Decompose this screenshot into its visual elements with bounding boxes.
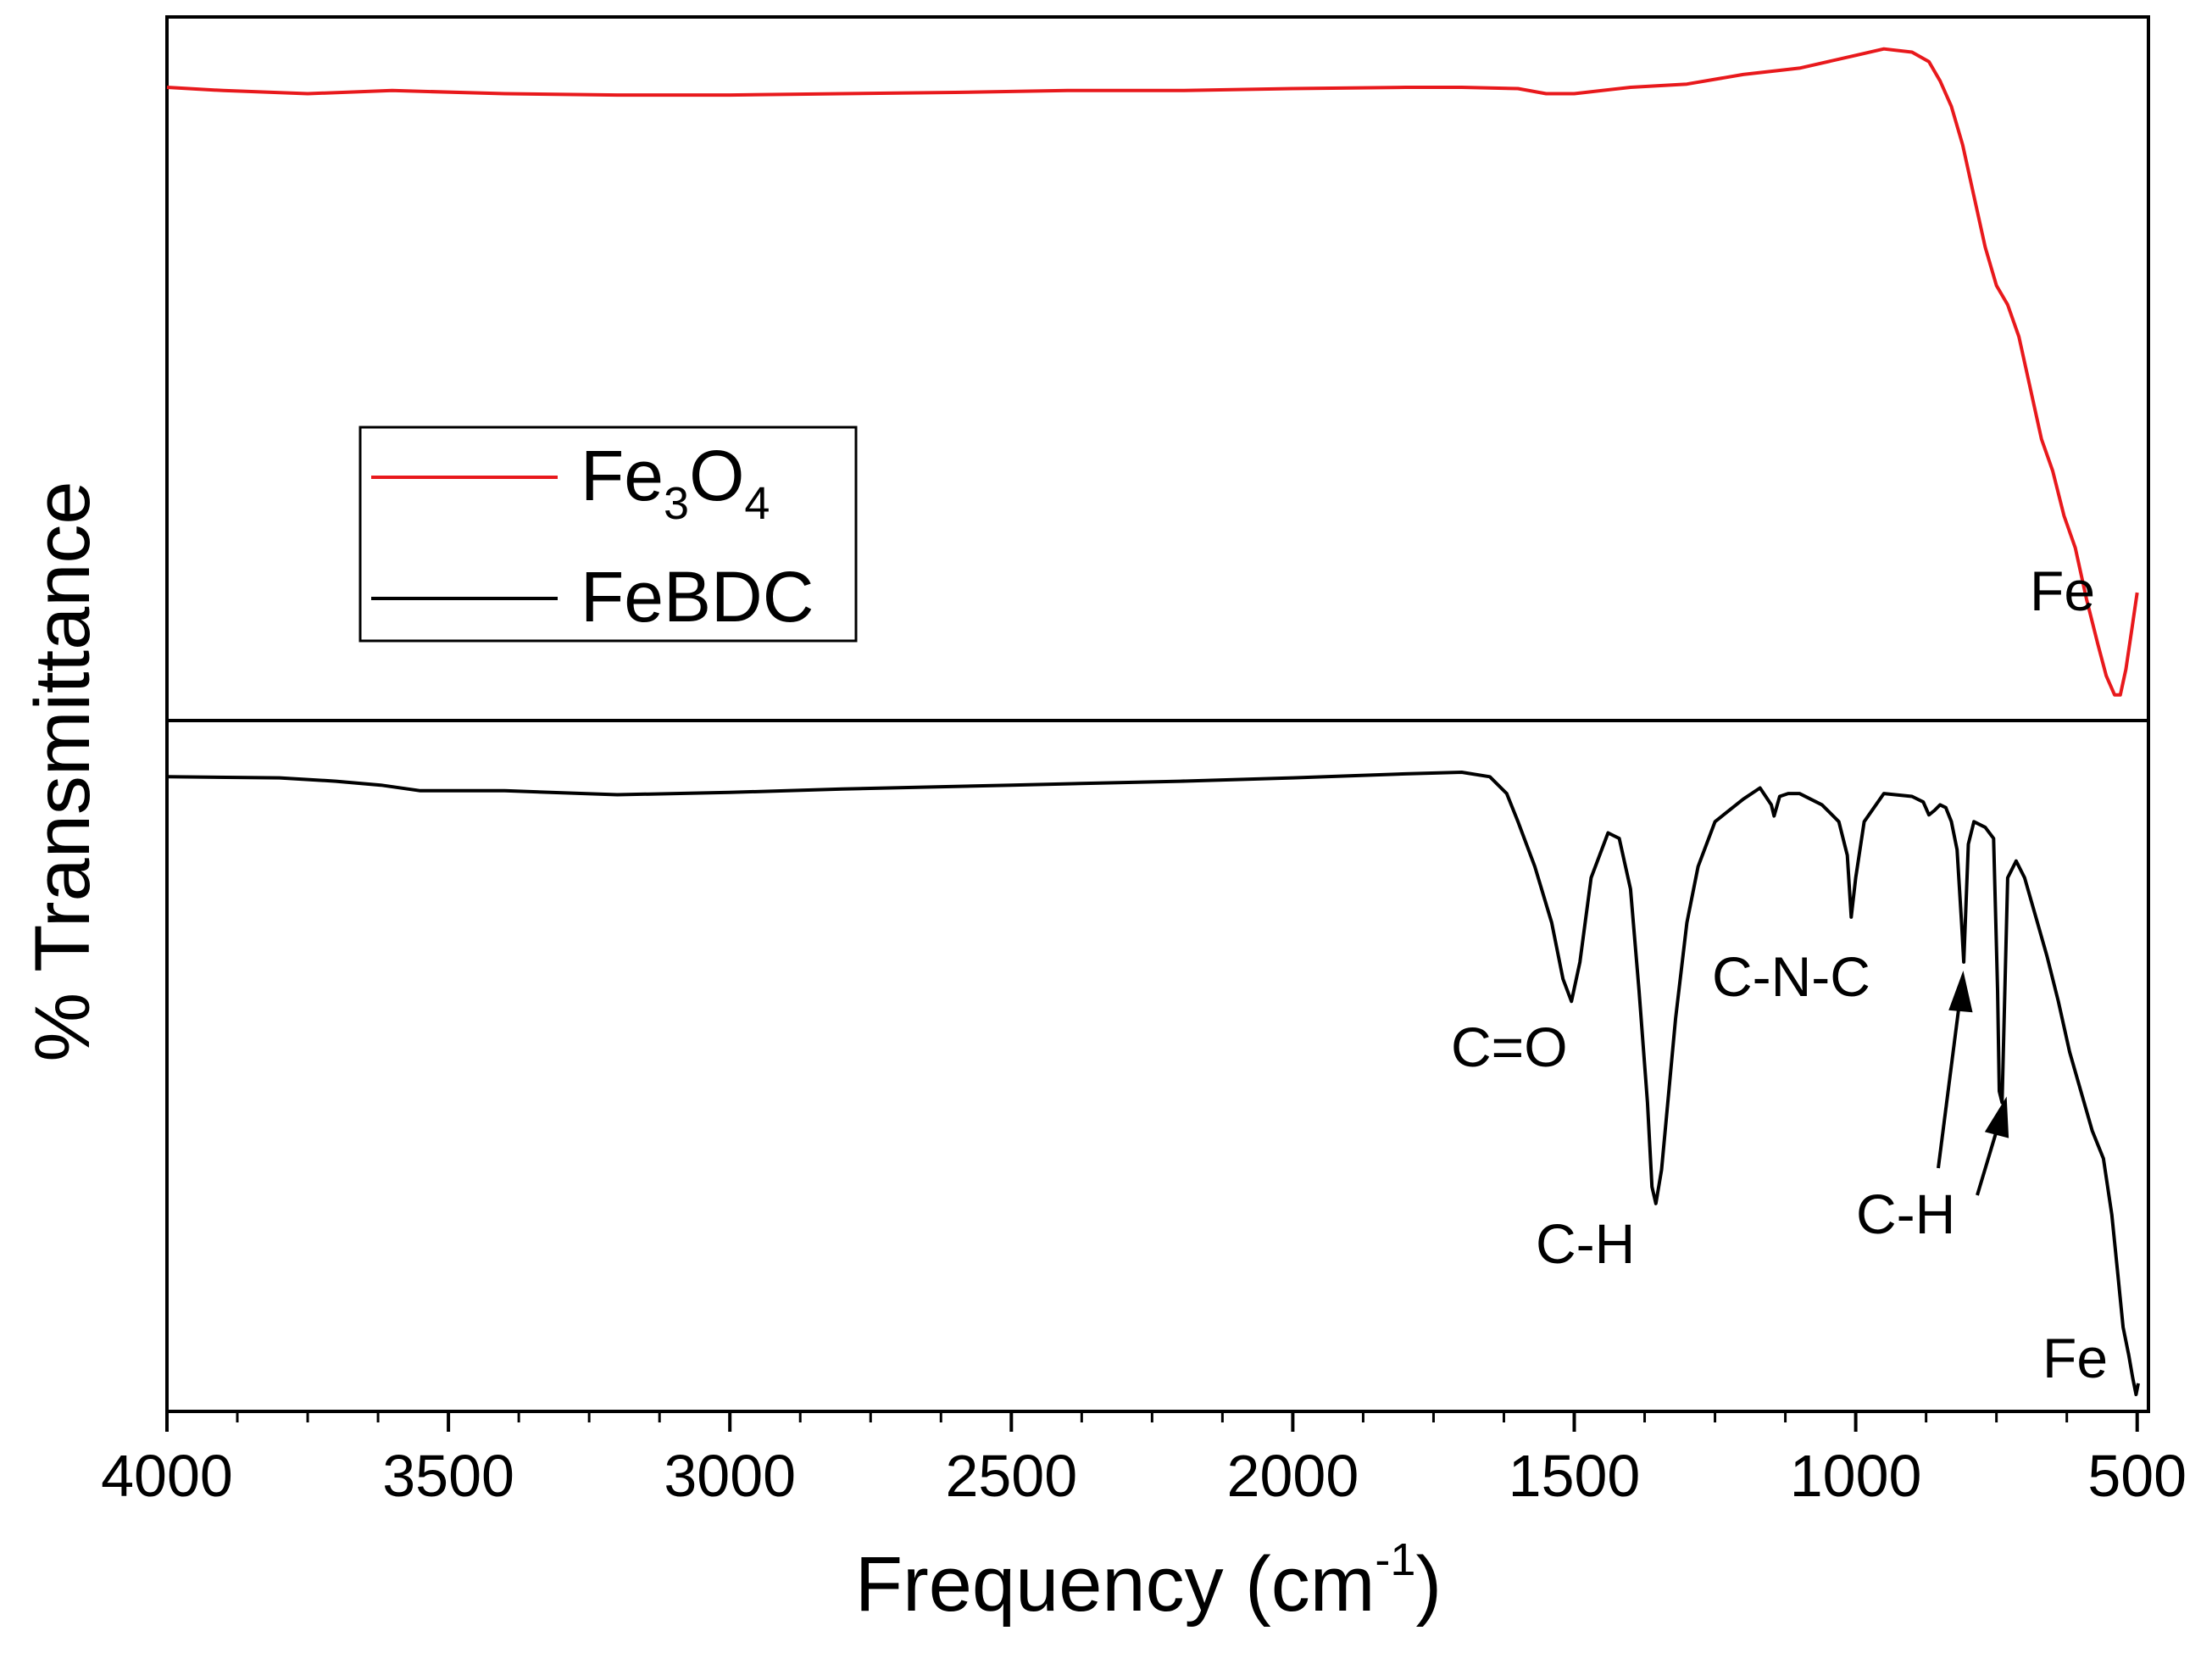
arrow-c-h-812 [1937,970,1973,1169]
x-tick-label: 2500 [945,1443,1077,1509]
x-tick-label: 3000 [664,1443,796,1509]
annotation-c-h-1: C-H [1536,1212,1635,1275]
x-tick-label: 2000 [1227,1443,1359,1509]
x-tick-label: 4000 [101,1443,233,1509]
annotation-c-h-2: C-H [1856,1183,1955,1245]
x-tick-label: 3500 [382,1443,514,1509]
x-tick-label: 1000 [1790,1443,1922,1509]
legend-box [358,426,858,643]
x-axis-ticks: 4000 3500 3000 2500 2000 1500 1000 500 [101,1411,2187,1509]
arrow-c-h-745 [1976,1096,2009,1196]
panel-frame-bottom [165,719,2150,1413]
legend-label-fe3o4: Fe3O4 [581,436,770,529]
plot-frames [165,15,2150,1413]
x-axis-title: Frequency (cm-1) [855,1534,1442,1628]
series-line-fe3o4 [166,47,2139,697]
annotation-c-o: C=O [1451,1016,1568,1078]
y-axis-title: % Transmittance [19,481,106,1061]
legend-label-sub4: 4 [744,478,770,529]
legend-label-fe: Fe [581,436,664,515]
x-axis-title-close: ) [1415,1541,1442,1628]
legend-label-o: O [689,436,744,515]
series-line-febdc [166,771,2140,1397]
annotation-fe-top: Fe [2030,559,2095,622]
legend-label-sub3: 3 [664,478,689,529]
annotation-c-n-c: C-N-C [1712,945,1870,1008]
legend: Fe3O4 FeBDC [358,426,858,643]
x-axis-title-main: Frequency (cm [855,1541,1376,1628]
series-group [166,47,2140,1397]
legend-label-febdc: FeBDC [581,557,814,637]
x-tick-label: 1500 [1509,1443,1641,1509]
x-tick-label: 500 [2087,1443,2187,1509]
annotation-fe-bottom: Fe [2042,1327,2108,1389]
x-axis-title-sup: -1 [1375,1534,1415,1585]
